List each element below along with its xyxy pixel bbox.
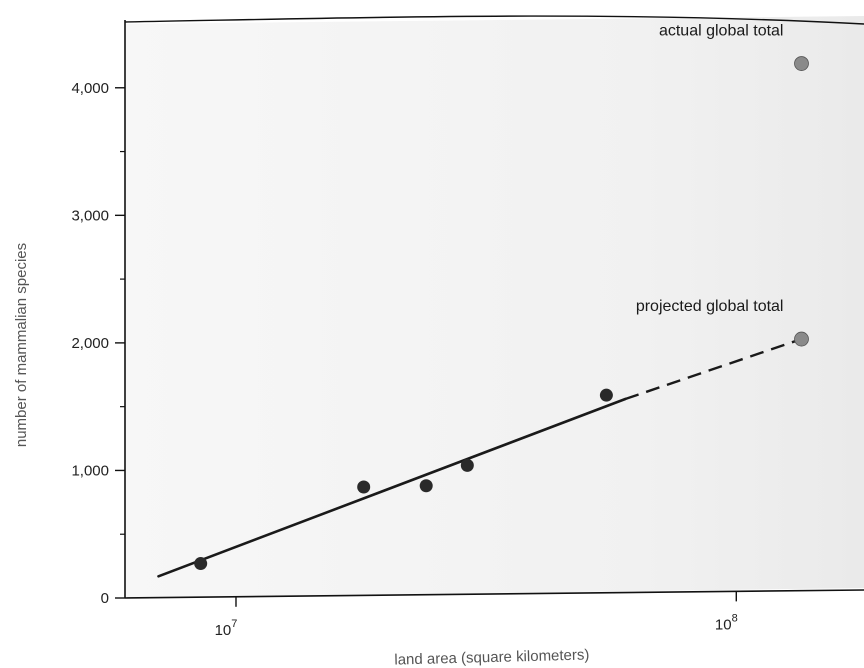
y-tick-label: 2,000 — [71, 335, 109, 352]
data-points — [194, 56, 809, 571]
annotations: actual global total projected global tota… — [636, 23, 784, 316]
plot-background — [125, 16, 864, 598]
x-axis-line — [124, 589, 864, 599]
y-tick-label: 1,000 — [71, 462, 109, 479]
y-axis-title: number of mammalian species — [13, 243, 30, 447]
global-total-point — [794, 56, 809, 71]
annotation-label: projected global total — [636, 298, 784, 315]
annotation-label: actual global total — [659, 23, 784, 40]
fit-line-dashed — [624, 337, 802, 401]
data-point — [194, 557, 208, 571]
data-point — [599, 388, 613, 402]
fit-line-solid — [157, 397, 627, 578]
top-border-line — [124, 15, 864, 25]
x-axis-title: land area (square kilometers) — [394, 646, 589, 668]
global-total-point — [794, 331, 809, 347]
data-point — [460, 458, 474, 472]
data-point — [357, 480, 371, 494]
y-tick-label: 4,000 — [71, 80, 109, 97]
x-tick-label: 108 — [715, 612, 738, 633]
data-point — [419, 479, 433, 493]
fit-line — [157, 337, 802, 578]
axes: 0 1,000 2,000 3,000 4,000 107 108 — [71, 15, 864, 639]
x-tick-label: 107 — [215, 618, 238, 639]
axis-labels: land area (square kilometers) number of m… — [13, 243, 590, 668]
y-tick-label: 0 — [101, 590, 109, 607]
y-tick-label: 3,000 — [71, 207, 109, 224]
